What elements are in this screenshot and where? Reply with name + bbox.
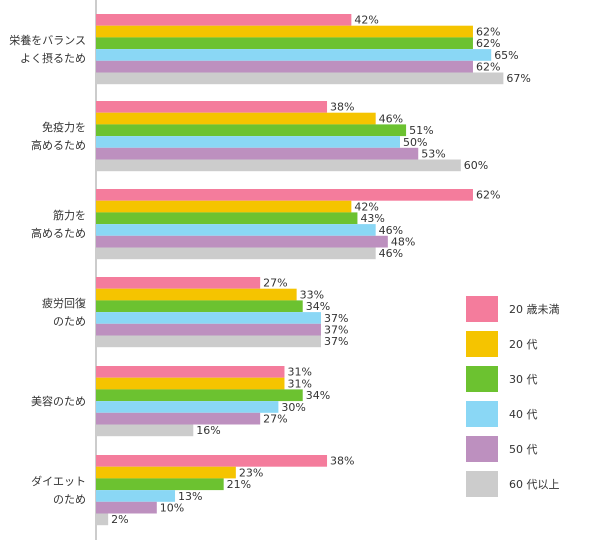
data-label: 37% bbox=[324, 312, 348, 325]
bar bbox=[96, 412, 261, 425]
data-label: 23% bbox=[239, 466, 263, 479]
data-label: 43% bbox=[360, 212, 384, 225]
category-label: ダイエット bbox=[31, 474, 86, 488]
data-label: 38% bbox=[330, 455, 354, 468]
category-label: 高めるため bbox=[31, 138, 86, 152]
bar bbox=[96, 147, 419, 160]
bar bbox=[96, 466, 236, 479]
legend-label: 20 歳未満 bbox=[509, 303, 560, 316]
legend-label: 40 代 bbox=[509, 408, 538, 421]
bar bbox=[96, 478, 224, 491]
bar bbox=[96, 247, 376, 260]
data-label: 37% bbox=[324, 335, 348, 348]
data-label: 31% bbox=[287, 377, 311, 390]
data-label: 62% bbox=[476, 25, 500, 38]
legend-swatch bbox=[466, 366, 498, 392]
bar bbox=[96, 159, 461, 172]
bar bbox=[96, 124, 407, 137]
legend-swatch bbox=[466, 471, 498, 497]
data-label: 53% bbox=[421, 148, 445, 161]
legend-label: 20 代 bbox=[509, 338, 538, 351]
category-label: よく摂るため bbox=[20, 51, 86, 65]
bar bbox=[96, 312, 321, 324]
data-label: 10% bbox=[160, 502, 184, 515]
bar bbox=[96, 366, 285, 378]
data-label: 27% bbox=[263, 413, 287, 426]
category-label: 免疫力を bbox=[42, 120, 86, 134]
data-label: 34% bbox=[306, 300, 330, 313]
data-label: 42% bbox=[354, 200, 378, 213]
data-label: 50% bbox=[403, 136, 427, 149]
bar bbox=[96, 49, 492, 61]
category-label: 美容のため bbox=[31, 394, 86, 408]
bar bbox=[96, 37, 473, 50]
bar bbox=[96, 101, 328, 113]
bar bbox=[96, 490, 176, 502]
bar bbox=[96, 277, 261, 289]
data-label: 37% bbox=[324, 324, 348, 337]
bar bbox=[96, 501, 157, 514]
data-label: 62% bbox=[476, 61, 500, 74]
legend-label: 60 代以上 bbox=[509, 478, 560, 491]
data-label: 46% bbox=[379, 112, 403, 125]
bar bbox=[96, 389, 303, 402]
bar bbox=[96, 72, 504, 85]
bar bbox=[96, 112, 376, 125]
category-label: のため bbox=[53, 315, 86, 328]
data-label: 46% bbox=[379, 224, 403, 237]
data-label: 60% bbox=[464, 159, 488, 172]
bar bbox=[96, 189, 473, 201]
category-label: 筋力を bbox=[53, 208, 86, 222]
data-label: 62% bbox=[476, 37, 500, 50]
data-label: 27% bbox=[263, 277, 287, 290]
data-label: 42% bbox=[354, 14, 378, 27]
bar bbox=[96, 335, 321, 348]
bar bbox=[96, 224, 376, 236]
legend-swatch bbox=[466, 331, 498, 357]
bar bbox=[96, 136, 400, 148]
data-label: 33% bbox=[300, 288, 324, 301]
data-label: 34% bbox=[306, 389, 330, 402]
bar bbox=[96, 377, 285, 390]
legend-swatch bbox=[466, 296, 498, 322]
bar bbox=[96, 212, 358, 225]
bar bbox=[96, 513, 109, 526]
data-label: 62% bbox=[476, 189, 500, 202]
bar bbox=[96, 235, 388, 248]
bar bbox=[96, 300, 303, 313]
data-label: 31% bbox=[287, 366, 311, 379]
data-label: 51% bbox=[409, 124, 433, 137]
bar bbox=[96, 401, 279, 413]
legend-swatch bbox=[466, 436, 498, 462]
bar bbox=[96, 25, 473, 38]
data-label: 13% bbox=[178, 490, 202, 503]
category-label: 栄養をバランス bbox=[9, 33, 86, 47]
bar bbox=[96, 424, 194, 437]
category-label: のため bbox=[53, 493, 86, 506]
data-label: 48% bbox=[391, 236, 415, 249]
data-label: 30% bbox=[281, 401, 305, 414]
bar bbox=[96, 60, 473, 73]
data-label: 16% bbox=[196, 424, 220, 437]
category-label: 疲労回復 bbox=[42, 296, 86, 310]
bar bbox=[96, 288, 297, 301]
data-label: 38% bbox=[330, 101, 354, 114]
legend-swatch bbox=[466, 401, 498, 427]
data-label: 65% bbox=[494, 49, 518, 62]
legend-label: 30 代 bbox=[509, 373, 538, 386]
data-label: 46% bbox=[379, 247, 403, 260]
bar bbox=[96, 455, 328, 467]
data-label: 67% bbox=[506, 72, 530, 85]
bar bbox=[96, 323, 321, 336]
data-label: 21% bbox=[227, 478, 251, 491]
legend-label: 50 代 bbox=[509, 443, 538, 456]
bar bbox=[96, 200, 352, 213]
data-label: 2% bbox=[111, 513, 128, 526]
category-label: 高めるため bbox=[31, 226, 86, 240]
bar bbox=[96, 14, 352, 26]
